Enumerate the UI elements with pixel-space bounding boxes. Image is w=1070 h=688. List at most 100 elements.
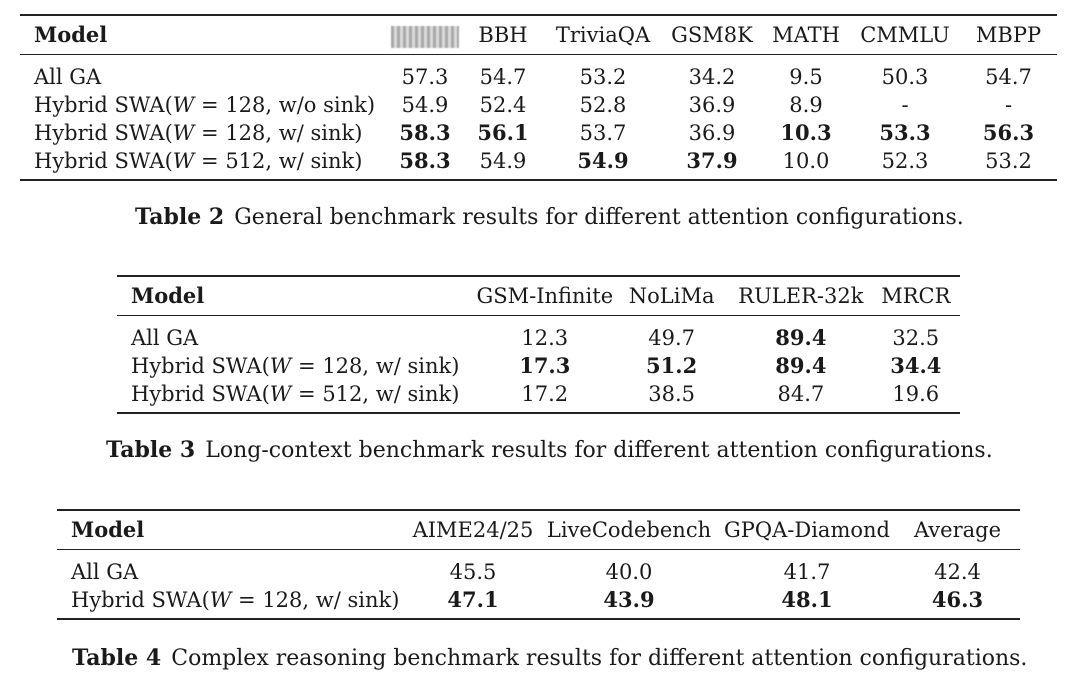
row-label-window-symbol: W [172,121,195,145]
table-cell: 58.3 [388,147,462,181]
table-cell: 38.5 [613,380,731,414]
row-label-window-symbol: W [269,382,292,406]
table-2-header-col: BBH [462,14,544,55]
row-label: All GA [57,550,407,587]
table-cell: 52.3 [850,147,960,181]
table-cell: 52.4 [479,93,527,117]
row-label-prefix: Hybrid SWA( [131,382,270,406]
row-label: Hybrid SWA(W = 128, w/ sink) [57,586,407,620]
table-cell: 84.7 [730,380,872,414]
table-cell: 46.3 [895,586,1020,620]
table-2-header-row: Model BBH TriviaQA GSM8K MATH CMMLU MBPP [20,14,1057,55]
table-cell: 17.2 [476,380,614,414]
table-row: All GA 45.5 40.0 41.7 42.4 [57,550,1020,587]
table-cell: 56.1 [477,120,529,145]
table-cell: 54.9 [401,93,449,117]
table-4-header-col: AIME24/25 [407,509,539,550]
row-label-suffix: = 512, w/ sink) [194,149,363,173]
row-label-prefix: Hybrid SWA( [71,588,210,612]
table-cell: 49.7 [648,326,696,350]
table-cell: 19.6 [871,380,960,414]
table-3-caption-label: Table 3 [106,437,196,463]
row-label-prefix: All GA [131,326,199,350]
table-cell: 43.9 [539,586,719,620]
row-label: Hybrid SWA(W = 128, w/o sink) [20,91,388,119]
row-label: All GA [117,316,476,353]
table-2: Model BBH TriviaQA GSM8K MATH CMMLU MBPP… [20,14,1057,181]
row-label: Hybrid SWA(W = 128, w/ sink) [117,352,476,380]
table-4: Model AIME24/25 LiveCodebench GPQA-Diamo… [57,509,1020,620]
table-4-header-col: GPQA-Diamond [719,509,895,550]
table-2-header-col: CMMLU [850,14,960,55]
table-3-caption-text: Long-context benchmark results for diffe… [205,438,993,463]
table-cell: 58.3 [399,120,451,145]
row-label-suffix: = 128, w/ sink) [291,354,460,378]
table-cell: 53.3 [879,120,931,145]
row-label: Hybrid SWA(W = 512, w/ sink) [117,380,477,414]
table-cell: 10.3 [780,120,832,145]
table-cell: 36.9 [688,121,736,145]
table-cell: 52.8 [579,93,627,117]
row-label-window-symbol: W [269,354,292,378]
table-2-caption: Table 2 General benchmark results for dif… [135,203,964,232]
table-4-header-model: Model [57,509,407,550]
table-cell: 56.3 [982,120,1035,145]
table-2-header-col: GSM8K [662,14,762,55]
table-cell: 42.4 [934,560,981,584]
table-cell: - [1004,93,1013,117]
table-row: Hybrid SWA(W = 128, w/ sink) 58.3 56.1 53.7… [20,119,1057,147]
row-label-prefix: Hybrid SWA( [34,121,173,145]
table-cell: 34.2 [688,65,736,89]
table-row: Hybrid SWA(W = 128, w/o sink) 54.9 52.4 52.… [20,91,1057,119]
table-2-header-model: Model [20,14,388,55]
table-cell: 40.0 [605,560,653,584]
table-4-caption: Table 4 Complex reasoning benchmark resul… [72,644,1027,673]
table-cell: 53.2 [960,147,1057,181]
row-label-prefix: All GA [71,560,139,584]
table-cell: 47.1 [407,586,539,620]
table-cell: 54.7 [985,65,1032,89]
row-label-window-symbol: W [209,588,232,612]
row-label-suffix: = 128, w/ sink) [194,121,363,145]
row-label-suffix: = 512, w/ sink) [291,382,460,406]
row-label-prefix: All GA [34,65,102,89]
table-2-header-redacted [388,14,462,55]
row-label: All GA [20,55,388,92]
row-label-prefix: Hybrid SWA( [34,93,173,117]
table-4-caption-text: Complex reasoning benchmark results for … [171,646,1028,671]
table-3-header-model: Model [117,275,477,316]
table-cell: 50.3 [881,65,929,89]
table-cell: 45.5 [449,560,497,584]
table-2-header-col: MATH [762,14,850,55]
table-cell: 12.3 [521,326,569,350]
table-cell: 34.4 [890,353,942,378]
table-cell: 48.1 [719,586,895,620]
table-cell: 37.9 [662,147,762,181]
redacted-column-label [391,25,459,48]
table-cell: - [901,93,909,117]
table-3: Model GSM-Infinite NoLiMa RULER-32k MRCR… [117,275,960,414]
row-label: Hybrid SWA(W = 128, w/ sink) [20,119,388,147]
table-row: All GA 57.3 54.7 53.2 34.2 9.5 50.3 54.7 [20,55,1057,92]
table-4-header-row: Model AIME24/25 LiveCodebench GPQA-Diamo… [57,509,1020,550]
table-cell: 8.9 [789,93,823,117]
table-cell: 54.9 [544,147,662,181]
table-2-caption-label: Table 2 [135,204,225,230]
table-row: Hybrid SWA(W = 128, w/ sink) 47.1 43.9 48.1… [57,586,1020,620]
table-cell: 36.9 [688,93,736,117]
table-row: Hybrid SWA(W = 512, w/ sink) 58.3 54.9 54.9… [20,147,1057,181]
table-row: Hybrid SWA(W = 128, w/ sink) 17.3 51.2 89.4… [117,352,960,380]
row-label-prefix: Hybrid SWA( [34,149,173,173]
table-3-header-col: NoLiMa [613,275,731,316]
row-label-suffix: = 128, w/o sink) [194,93,376,117]
row-label-prefix: Hybrid SWA( [131,354,270,378]
table-2-header-col: TriviaQA [544,14,662,55]
table-3-header-col: RULER-32k [730,275,872,316]
table-cell: 17.3 [519,353,571,378]
table-row: All GA 12.3 49.7 89.4 32.5 [117,316,960,353]
table-2-header-col: MBPP [960,14,1057,55]
table-cell: 41.7 [783,560,831,584]
table-cell: 9.5 [789,65,823,89]
table-cell: 53.7 [579,121,627,145]
table-cell: 10.0 [762,147,850,181]
